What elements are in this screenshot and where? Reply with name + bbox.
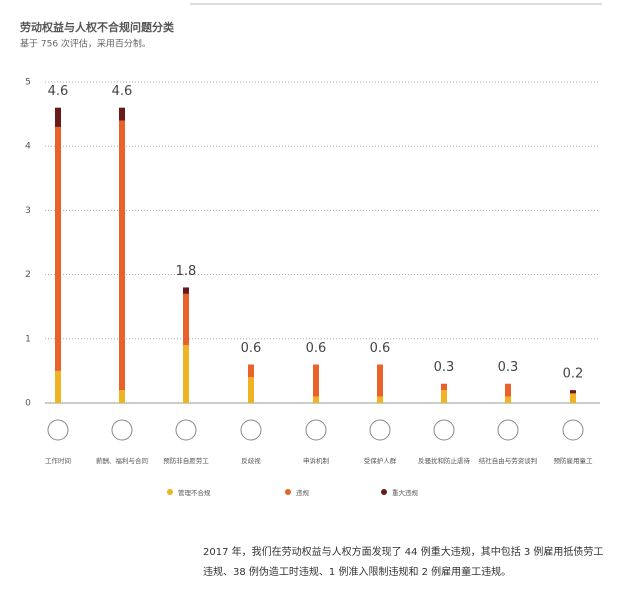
category-icon [433,419,455,441]
bar-segment [505,383,511,397]
x-tick-label: 反骚扰和防止虐待 [418,456,471,465]
total-label: 0.6 [241,341,262,356]
bar-segment [441,383,447,391]
bar-segment [570,393,576,403]
bar-segment [183,293,189,346]
bar-segment [248,364,254,378]
bar-segment [313,396,319,403]
total-label: 0.3 [434,360,455,375]
bar-segment [377,396,383,403]
x-tick-label: 反歧视 [241,456,261,465]
total-label: 0.6 [306,341,327,356]
bar-segment [119,107,125,121]
x-tick-label: 预防非自愿劳工 [163,456,209,465]
chart-title: 劳动权益与人权不合规问题分类 [20,20,175,34]
category-icon [497,419,519,441]
legend-swatch [285,489,291,495]
bar-segment [55,126,61,371]
category-icon [47,419,69,441]
footnote: 2017 年，我们在劳动权益与人权方面发现了 44 例重大违规，其中包括 3 例… [203,547,604,578]
chart-subtitle: 基于 756 次评估，采用百分制。 [20,38,151,50]
total-label: 1.8 [176,264,197,279]
bar-segment [119,390,125,403]
y-tick-label: 3 [25,206,31,216]
bar-segment [183,287,189,294]
category-icon [369,419,391,441]
total-label: 0.2 [563,367,584,382]
category-icon [305,419,327,441]
chart: 劳动权益与人权不合规问题分类 基于 756 次评估，采用百分制。 0 1 2 3 4 5 4… [20,3,602,497]
x-tick-label: 结社自由与劳资谈判 [479,456,538,465]
y-tick-label: 4 [25,142,31,152]
bar-segment [183,345,189,403]
category-icon [111,419,133,441]
category-icon [562,419,584,441]
bar-segment [441,390,447,403]
legend-swatch [381,489,387,495]
bar-segment [55,107,61,127]
bar-segment [570,390,576,394]
total-label: 4.6 [48,84,69,99]
x-tick-label: 受保护人群 [364,456,397,465]
x-tick-label: 预防雇用童工 [554,456,594,465]
bar-segment [55,370,61,403]
category-icon [240,419,262,441]
bar-segment [248,377,254,403]
bar-segment [505,396,511,403]
bar-segment [377,364,383,397]
total-label: 0.3 [498,360,519,375]
x-tick-label: 申诉机制 [303,456,330,465]
bar-segment [313,364,319,397]
legend-label: 违规 [296,488,310,497]
y-tick-label: 5 [25,78,31,88]
y-tick-label: 1 [25,334,31,344]
category-icon [175,419,197,441]
bar-segment [119,120,125,391]
y-tick-label: 2 [25,270,31,280]
x-tick-label: 薪酬、福利与合同 [96,456,148,465]
legend-label: 管理不合规 [178,488,211,497]
total-label: 4.6 [112,84,133,99]
x-tick-label: 工作时间 [45,456,71,465]
legend-swatch [167,489,173,495]
y-tick-label: 0 [25,399,31,409]
legend-label: 重大违规 [392,488,419,497]
total-label: 0.6 [370,341,391,356]
